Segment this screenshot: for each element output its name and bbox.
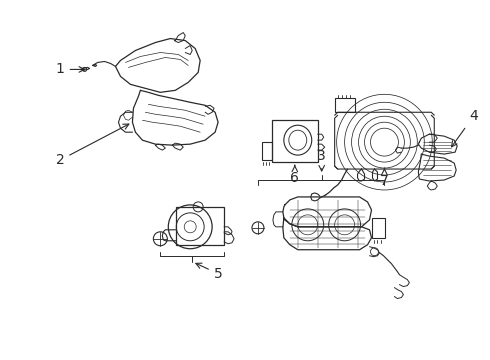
Text: 3: 3 <box>318 149 326 171</box>
Text: 6: 6 <box>291 165 299 185</box>
Bar <box>371 218 386 238</box>
Text: 5: 5 <box>196 263 222 281</box>
Text: 7: 7 <box>380 168 389 188</box>
Bar <box>176 207 224 245</box>
Bar <box>262 142 272 160</box>
Bar <box>335 98 355 112</box>
Bar <box>272 120 318 162</box>
Text: 4: 4 <box>452 109 478 147</box>
Text: 1: 1 <box>56 62 85 76</box>
Text: 2: 2 <box>56 124 129 167</box>
